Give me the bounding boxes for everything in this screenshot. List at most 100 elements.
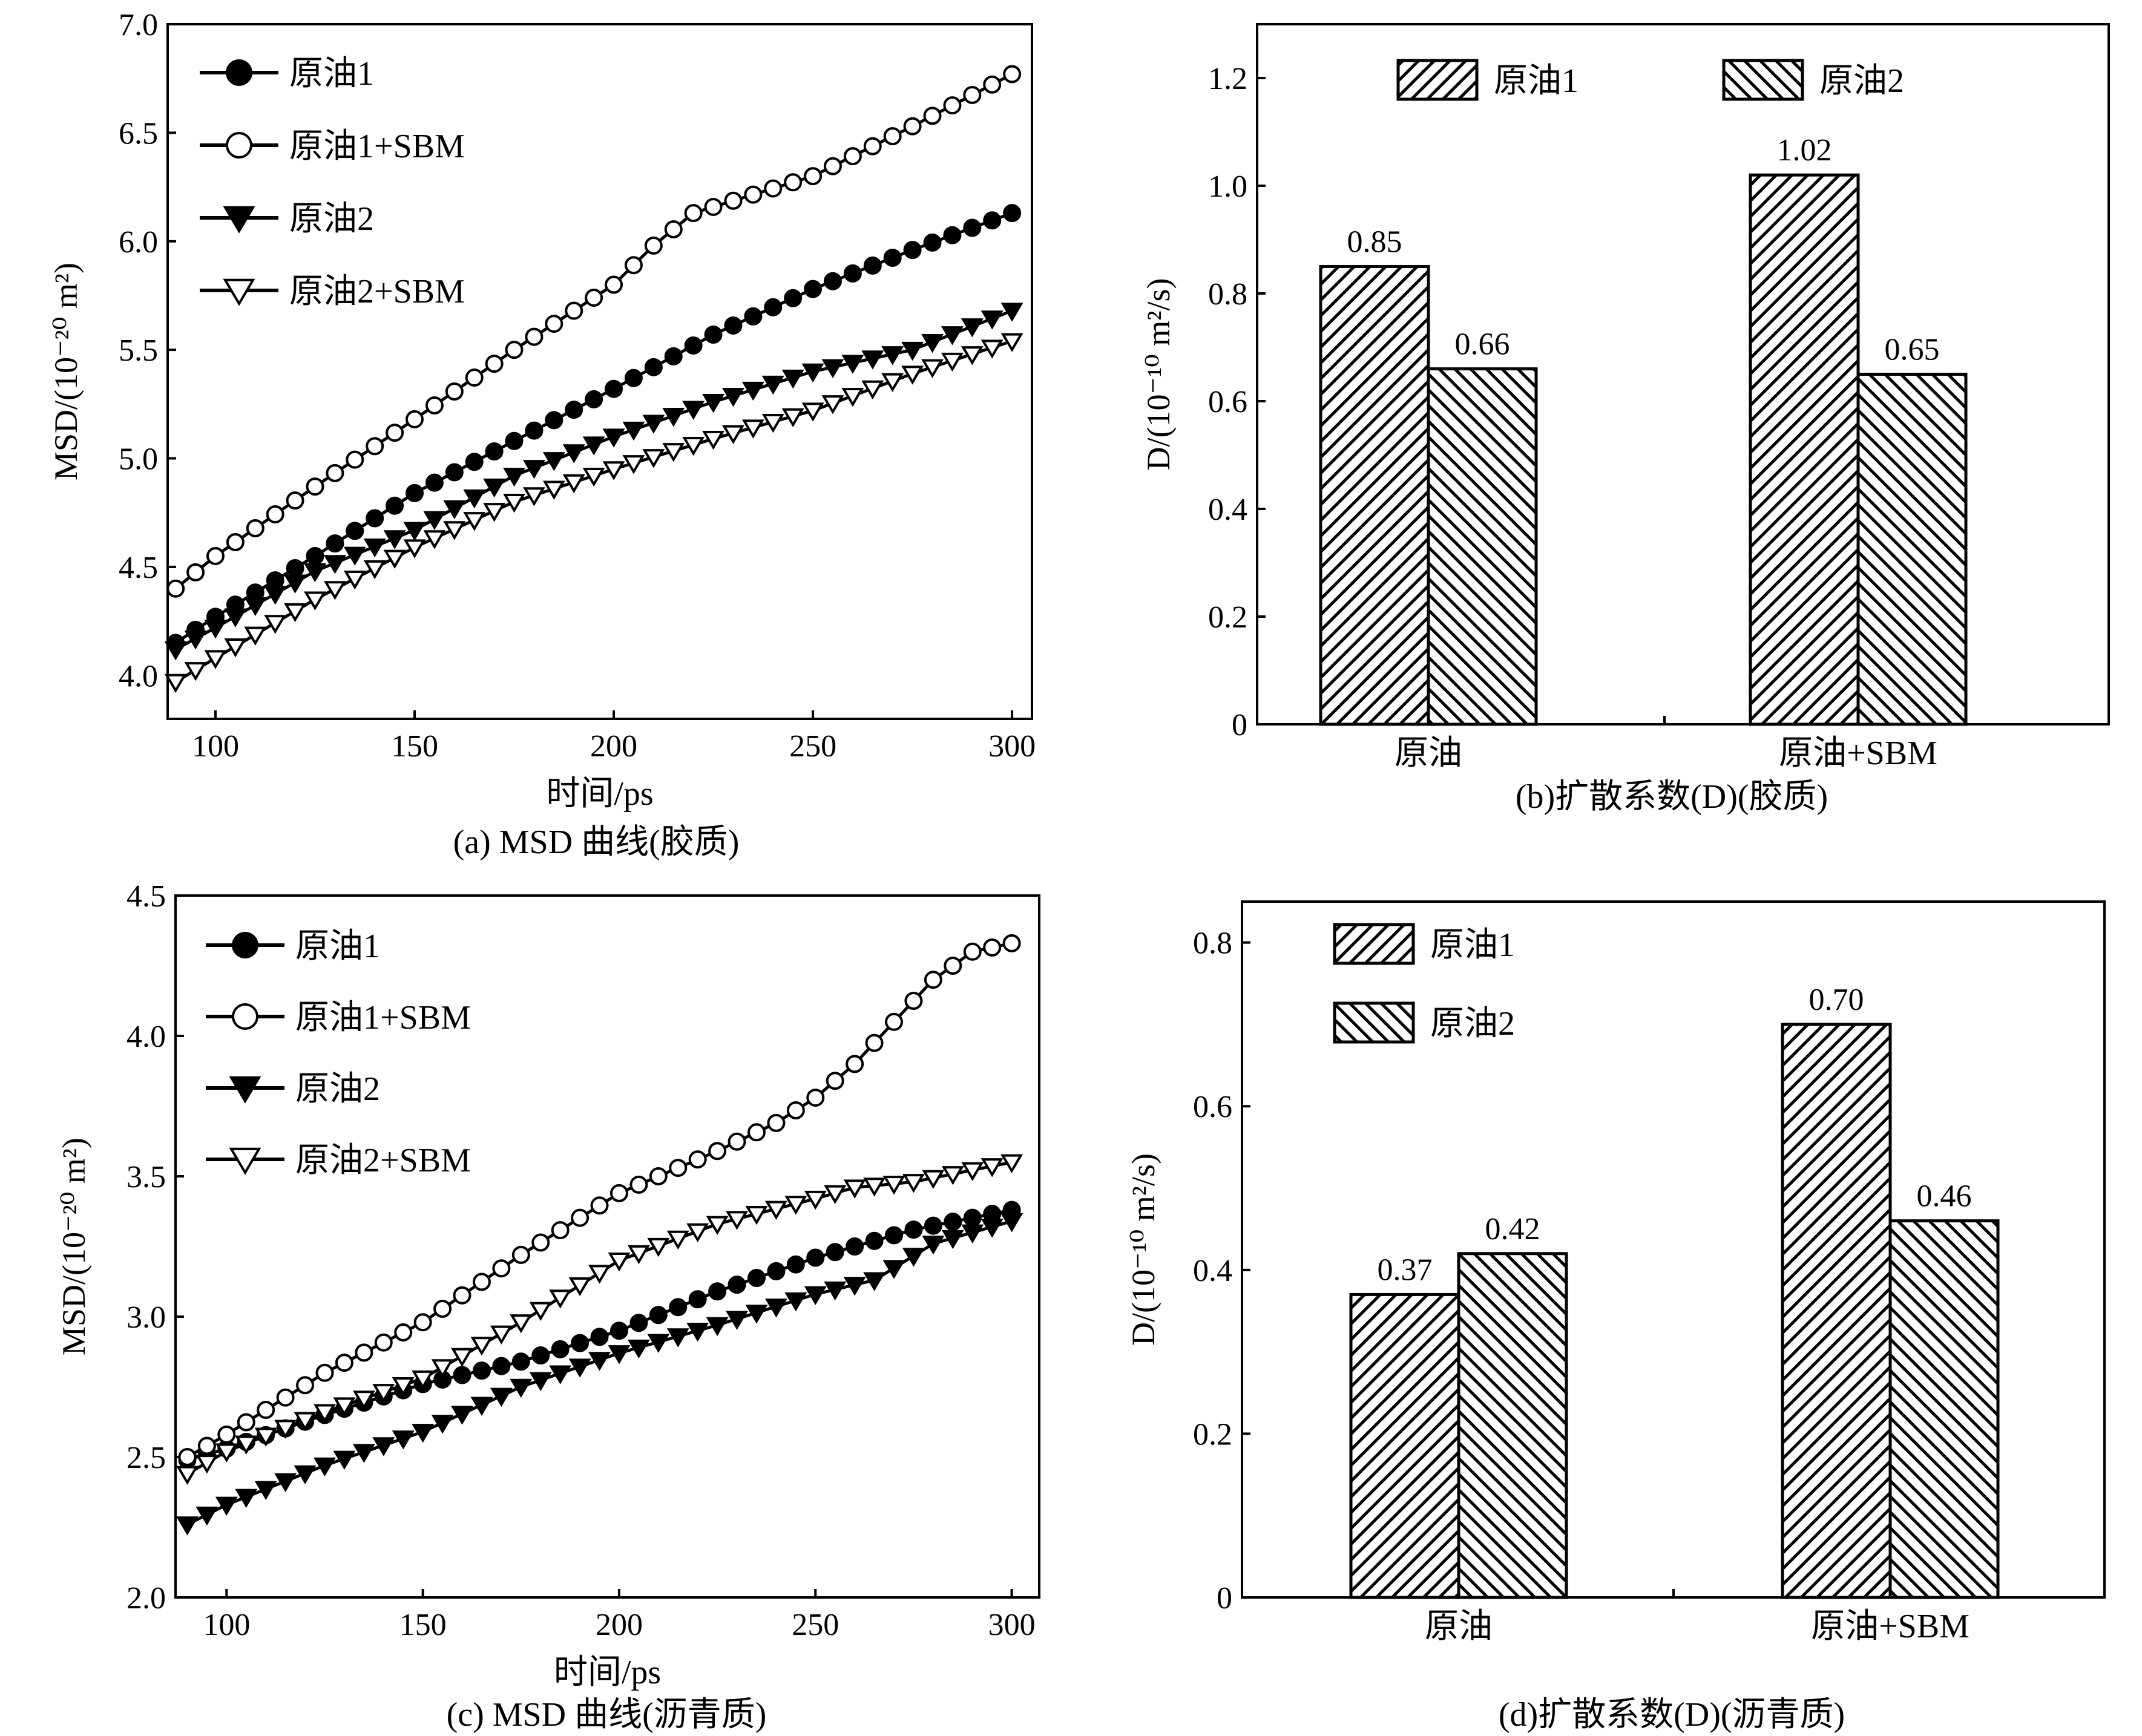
y-tick-label: 0.6: [1208, 385, 1247, 419]
data-point: [443, 500, 466, 520]
data-point: [568, 1358, 591, 1378]
legend-label: 原油1: [1494, 62, 1579, 100]
x-category-label: 原油: [1425, 1608, 1493, 1645]
y-tick-label: 6.5: [119, 116, 158, 151]
data-point: [164, 641, 187, 661]
data-point: [801, 363, 824, 383]
data-point: [315, 1363, 334, 1382]
data-point: [335, 1354, 353, 1372]
bar-1: [1319, 265, 1430, 726]
data-point: [764, 1200, 787, 1220]
data-point: [204, 620, 227, 639]
data-point: [804, 167, 823, 186]
data-point: [761, 375, 784, 395]
panel-c-msd-asphaltene: 100 150 200 250 300 2.0 2.5 3.0 3.5 4.0 4.5 时间/ps MS…: [56, 879, 1040, 1734]
data-point: [686, 1322, 709, 1342]
bar-1: [1781, 1023, 1892, 1599]
data-point: [664, 347, 683, 365]
panel-a-msd-resin: 100 150 200 250 300 4.0 4.5 5.0 5.5 6.0 6.5 7.0 时间/p…: [48, 8, 1036, 861]
data-point: [961, 1162, 984, 1181]
data-point: [846, 1237, 864, 1256]
data-point: [784, 1196, 807, 1215]
data-point: [352, 1444, 375, 1463]
data-point: [197, 1436, 216, 1455]
data-point: [195, 1506, 218, 1526]
y-tick-label: 3.5: [126, 1160, 166, 1194]
data-point: [823, 157, 842, 175]
data-point: [406, 483, 424, 502]
data-point: [786, 1101, 805, 1119]
bar-2: [1856, 373, 1968, 726]
data-point: [392, 1430, 415, 1450]
data-point: [531, 1346, 550, 1365]
data-point: [423, 530, 446, 549]
data-point: [669, 1298, 688, 1317]
data-point: [922, 1236, 945, 1255]
data-point: [276, 1388, 295, 1407]
data-point: [609, 1322, 628, 1340]
data-point: [542, 480, 565, 500]
y-tick-label: 2.0: [126, 1581, 166, 1616]
data-point: [296, 1376, 315, 1395]
data-point: [666, 1328, 689, 1348]
x-axis-label: 时间/ps: [554, 1654, 661, 1691]
plot-frame: [166, 23, 1033, 720]
y-tick-label: 4.5: [126, 879, 166, 914]
data-point: [235, 1435, 258, 1455]
data-point: [629, 1175, 648, 1194]
data-point: [582, 467, 605, 487]
data-point: [904, 1220, 923, 1239]
data-point: [235, 1489, 258, 1508]
data-point: [861, 350, 884, 370]
legend-marker: [223, 278, 255, 306]
data-point: [451, 1406, 473, 1425]
data-point: [215, 1443, 238, 1462]
data-point: [1003, 204, 1022, 223]
data-point: [642, 449, 665, 468]
x-tick-label: 150: [391, 729, 438, 764]
data-point: [590, 1328, 609, 1346]
data-point: [562, 444, 585, 463]
data-point: [823, 272, 842, 290]
data-point: [863, 256, 882, 275]
bar-value-label: 0.66: [1455, 327, 1510, 362]
data-point: [254, 1427, 277, 1447]
data-point: [885, 1012, 904, 1031]
data-point: [492, 1357, 511, 1375]
data-point: [1000, 1213, 1023, 1233]
data-point: [314, 1404, 336, 1423]
data-point: [747, 1268, 766, 1287]
legend-marker: [223, 206, 255, 234]
y-axis-label: MSD/(10⁻²⁰ m²): [48, 263, 84, 480]
legend-swatch: [1333, 923, 1415, 965]
data-point: [824, 1185, 847, 1204]
y-axis-label: D/(10⁻¹⁰ m²/s): [1125, 1153, 1161, 1346]
data-point: [901, 341, 924, 361]
x-tick-label: 200: [590, 729, 637, 764]
data-point: [921, 333, 944, 353]
legend-swatch: [1722, 59, 1804, 101]
data-point: [412, 1370, 435, 1390]
data-point: [453, 1286, 471, 1305]
data-point: [326, 463, 344, 482]
data-point: [841, 355, 864, 374]
data-point: [304, 563, 326, 583]
data-point: [490, 1387, 513, 1407]
data-point: [470, 1337, 493, 1356]
data-point: [257, 1401, 275, 1420]
data-point: [943, 96, 962, 115]
data-point: [483, 478, 506, 498]
data-point: [1000, 1154, 1023, 1173]
data-point: [722, 425, 744, 445]
data-point: [588, 1265, 611, 1284]
x-tick-label: 100: [203, 1608, 250, 1642]
legend-label: 原油2: [295, 1070, 380, 1108]
data-point: [403, 539, 426, 558]
data-point: [961, 1224, 984, 1243]
data-point: [767, 1113, 786, 1132]
legend-label: 原油2: [1430, 1005, 1515, 1043]
data-point: [741, 419, 764, 439]
y-tick-label: 5.0: [119, 442, 158, 477]
data-point: [921, 359, 944, 378]
